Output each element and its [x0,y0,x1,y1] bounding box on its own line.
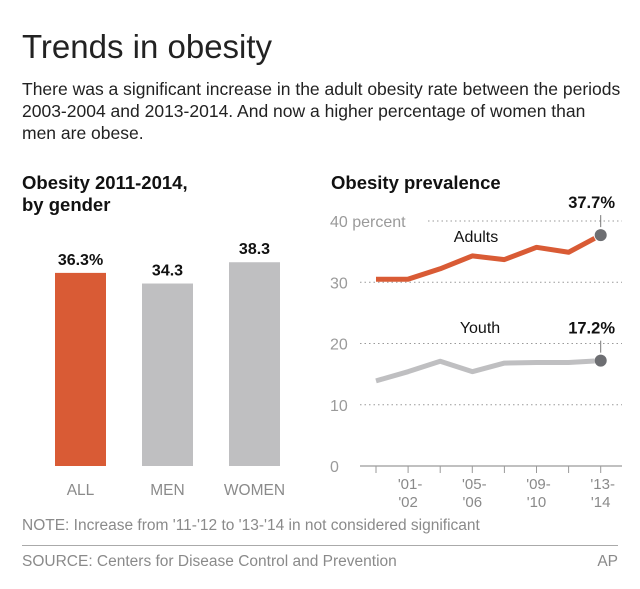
subtitle: There was a significant increase in the … [22,79,621,143]
x-tick-label: '14 [591,494,611,511]
end-point-dot [594,229,607,242]
x-tick-label: '13- [590,476,615,493]
bar-men [142,283,193,466]
bar-chart-title: Obesity 2011-2014, by gender [22,172,188,216]
note: NOTE: Increase from '11-'12 to '13-'14 i… [22,517,480,534]
line-chart-title: Obesity prevalence [331,172,501,193]
x-tick-label: '02 [398,494,418,511]
credit: AP [597,553,618,570]
bar-category-label: MEN [150,482,184,499]
page-title: Trends in obesity [22,28,273,65]
bar-chart-title-line1: Obesity 2011-2014, [22,172,188,193]
y-tick-label: 40 percent [330,214,406,231]
series-line-youth [375,358,595,384]
series-label: Youth [460,320,500,337]
bar-data-label: 34.3 [152,263,183,280]
x-tick-label: '09- [526,476,551,493]
end-point-dot [594,354,607,367]
y-tick-label: 20 [330,337,348,354]
y-tick-label: 30 [330,275,348,292]
x-tick-label: '10 [527,494,547,511]
source: SOURCE: Centers for Disease Control and … [22,553,397,570]
bar-category-label: WOMEN [224,482,285,499]
series-label: Adults [454,229,498,246]
bar-data-label: 38.3 [239,241,270,258]
x-tick-label: '01- [398,476,423,493]
bar-all [55,272,106,466]
bar-data-label: 36.3% [58,252,103,269]
divider [22,545,618,546]
end-value-label: 37.7% [568,194,615,212]
y-tick-label: 10 [330,398,348,415]
y-tick-label: 0 [330,459,339,476]
bar-women [229,262,280,466]
bar-chart-title-line2: by gender [22,194,111,215]
x-tick-label: '06 [463,494,483,511]
end-value-label: 17.2% [568,320,615,338]
bar-category-label: ALL [67,482,95,499]
x-tick-label: '05- [462,476,487,493]
series-line-adults [376,236,596,282]
